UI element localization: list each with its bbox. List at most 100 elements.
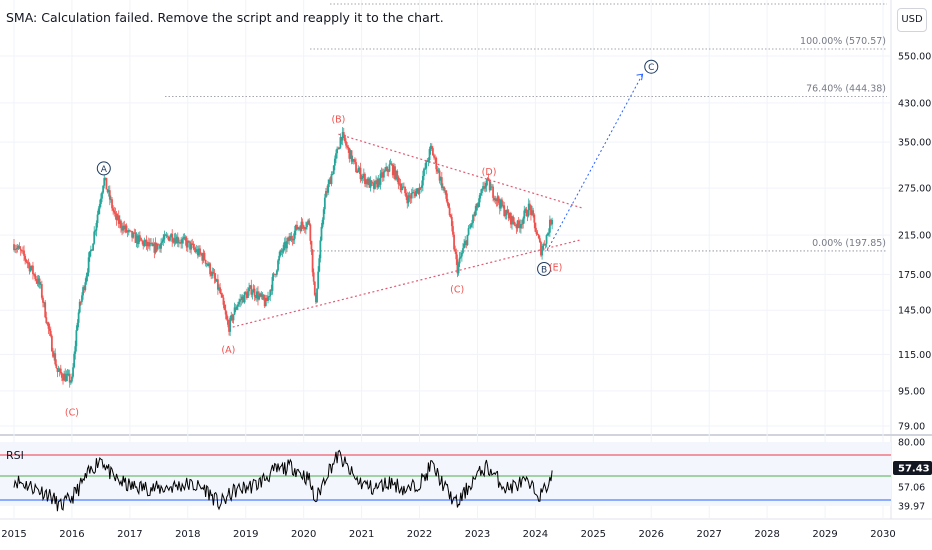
candle	[291, 235, 294, 246]
candle	[271, 273, 274, 295]
candle-body	[22, 250, 24, 252]
candle-body	[381, 172, 384, 178]
candle	[481, 188, 483, 196]
candle	[243, 291, 246, 304]
candle-body	[449, 215, 452, 217]
candle	[92, 243, 95, 251]
candle-body	[225, 314, 228, 320]
candle-body	[52, 351, 54, 357]
candle	[77, 309, 80, 328]
candle-body	[336, 148, 338, 154]
candle-body	[67, 373, 70, 375]
candle-body	[55, 364, 58, 368]
candle	[498, 198, 501, 215]
candle-body	[439, 177, 442, 181]
candle-body	[385, 166, 388, 171]
candle	[71, 373, 73, 384]
candle	[39, 281, 42, 289]
candle-body	[142, 241, 145, 246]
candle-body	[98, 204, 101, 209]
candle-body	[387, 171, 390, 172]
candle	[104, 177, 107, 181]
candle-body	[326, 191, 328, 193]
candle	[222, 294, 225, 309]
candle	[491, 183, 493, 188]
candle	[107, 185, 110, 197]
candle-body	[14, 248, 17, 250]
candle-body	[258, 295, 261, 300]
candle	[221, 292, 224, 298]
candle	[229, 315, 232, 337]
candle-body	[433, 155, 435, 158]
wave-label: (A)	[221, 345, 235, 356]
candle	[194, 246, 197, 254]
candle-body	[390, 163, 393, 165]
candle	[462, 243, 464, 255]
candle	[183, 233, 186, 240]
candle-body	[147, 242, 150, 247]
candle-body	[243, 292, 246, 303]
candle-body	[532, 210, 535, 215]
candle-body	[23, 250, 25, 256]
candle-body	[46, 322, 49, 324]
candle	[153, 242, 156, 259]
candle-body	[399, 183, 402, 190]
candle	[150, 238, 152, 245]
candle-body	[264, 297, 267, 307]
candle-body	[188, 240, 190, 242]
candlestick-series	[13, 127, 554, 388]
wave-label: (C)	[65, 408, 79, 419]
candle-body	[306, 222, 308, 228]
rsi-tick-label: 39.97	[898, 502, 925, 513]
candle	[36, 275, 39, 287]
candle	[135, 232, 138, 248]
candle	[213, 269, 216, 284]
candle	[59, 364, 62, 375]
candle	[280, 248, 283, 256]
candle	[190, 239, 193, 255]
candle-body	[222, 297, 225, 305]
candle-body	[27, 262, 30, 264]
candle	[124, 224, 127, 234]
candle	[409, 193, 412, 204]
candle-body	[138, 235, 141, 238]
candle-body	[506, 209, 509, 214]
candle	[215, 279, 218, 283]
candle-body	[349, 150, 352, 159]
candle	[341, 127, 344, 146]
candle-body	[288, 237, 291, 241]
candle-body	[186, 240, 189, 248]
fib-level-label: 100.00% (570.57)	[800, 36, 886, 47]
candle-body	[45, 317, 48, 324]
candle-body	[531, 210, 533, 215]
candle-body	[328, 179, 331, 185]
candle-body	[159, 244, 161, 249]
x-tick-label: 2026	[639, 529, 664, 540]
candle-body	[298, 227, 301, 229]
currency-button[interactable]: USD	[897, 8, 927, 32]
candle-body	[521, 223, 523, 225]
candle-body	[350, 150, 353, 162]
candle	[428, 146, 431, 164]
candle-body	[499, 199, 502, 209]
candle	[89, 245, 92, 257]
candle	[330, 171, 333, 187]
candle	[421, 170, 424, 192]
candle-body	[260, 293, 263, 297]
candle-body	[100, 198, 102, 205]
candle-body	[261, 294, 264, 297]
candle-body	[145, 239, 148, 247]
candle-body	[146, 242, 149, 247]
candle	[360, 174, 363, 182]
candle-body	[395, 170, 398, 180]
candle	[69, 380, 72, 385]
candle	[354, 157, 356, 165]
candle-body	[273, 273, 276, 275]
candle-body	[116, 215, 119, 221]
candle-body	[81, 295, 83, 302]
candle	[179, 239, 181, 245]
candle	[262, 294, 265, 301]
candle	[472, 213, 474, 229]
candle-body	[340, 137, 343, 141]
